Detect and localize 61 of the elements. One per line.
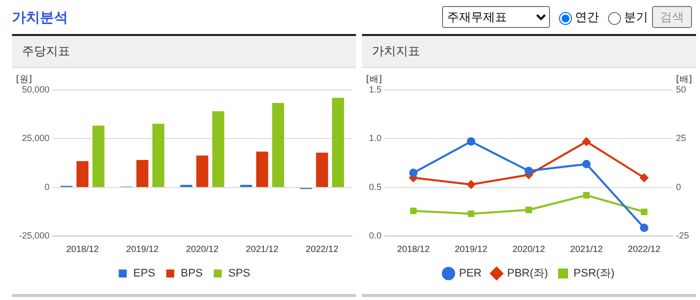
x-tick-label: 2018/12 [397,244,430,254]
bar [212,111,224,187]
y-tick-label: 25,000 [22,133,50,144]
bar [316,152,328,187]
bar [332,98,344,187]
point [640,224,648,232]
y2-tick-label: -25 [676,230,690,241]
x-tick-label: 2021/12 [246,244,278,254]
point [583,192,590,199]
point [468,210,474,218]
y-axis-title: [원] [16,74,32,85]
text: 가치분석 [12,9,68,27]
legend-label: SPS [228,268,250,280]
point [582,137,591,146]
point [466,180,476,189]
x-tick-label: 2019/12 [126,244,159,254]
bar [76,161,88,187]
point [582,160,591,168]
bar [256,152,268,187]
bar [136,160,148,187]
y-tick-label: 1.5 [368,84,382,94]
x-tick-label: 2019/12 [454,244,488,254]
y-tick-label: 0 [44,182,50,192]
x-tick-label: 2021/12 [570,244,603,254]
text: 분기 [623,8,648,26]
text: 연간 [574,8,599,26]
point [524,166,533,176]
legend-label: BPS [180,268,203,280]
chart-title: 주당지표 [12,36,356,68]
bar [152,124,164,187]
y-tick-label: -25,000 [18,230,50,241]
y-tick-label: 0.0 [368,230,382,241]
y2-tick-label: 25 [676,133,686,144]
point [409,168,418,178]
y-axis-title: [배] [366,74,382,85]
chart-title: 가치지표 [362,36,696,68]
text: 검색 [652,6,692,28]
y2-tick-label: 50 [676,84,686,94]
y2-tick-label: 0 [676,182,682,192]
bar [272,103,284,187]
y-tick-label: 50,000 [22,84,50,94]
y-tick-label: 0.5 [368,182,382,192]
legend-label: PBR(좌) [507,268,548,280]
y-tick-label: 1.0 [368,133,382,144]
point [525,206,532,214]
point [466,137,476,146]
legend-label: PER [458,268,482,280]
x-tick-label: 2020/12 [186,244,219,254]
text: 주재무제표 [442,6,550,28]
bar [92,126,104,187]
x-tick-label: 2022/12 [306,244,338,254]
point [410,208,417,214]
point [640,174,648,182]
legend-label: EPS [133,268,156,280]
legend-label: PSR(좌) [574,268,615,280]
x-tick-label: 2020/12 [512,244,546,254]
x-tick-label: 2018/12 [66,244,99,254]
point [640,208,648,216]
y2-axis-title: [배] [676,74,692,85]
x-tick-label: 2022/12 [628,244,660,254]
bar [196,156,208,187]
